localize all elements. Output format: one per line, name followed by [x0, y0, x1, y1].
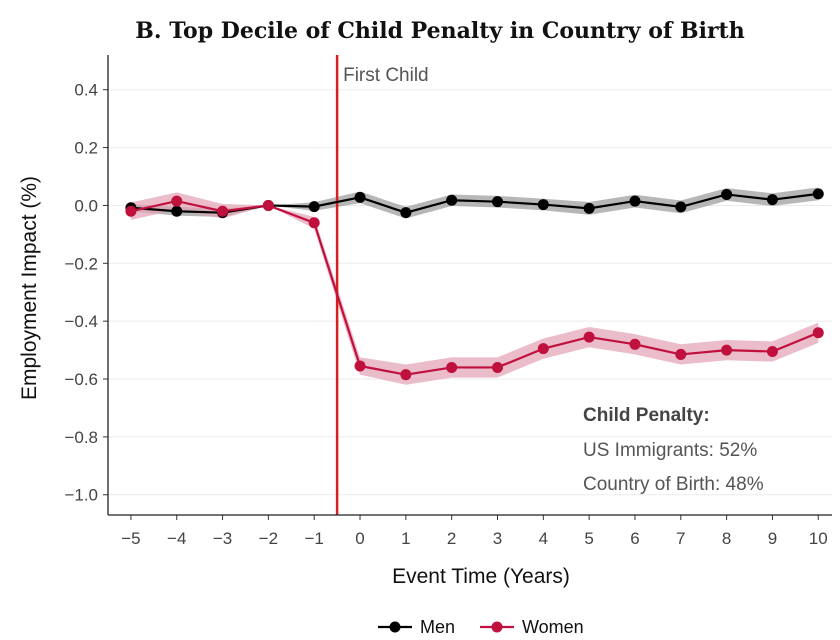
data-point-men: [583, 202, 595, 214]
data-point-men: [675, 201, 687, 213]
x-tick-label: 1: [401, 529, 410, 548]
x-tick-label: −5: [121, 529, 140, 548]
x-tick-label: 7: [676, 529, 685, 548]
data-point-men: [537, 199, 549, 211]
y-axis-title: Employment Impact (%): [18, 176, 41, 400]
x-tick-label: −1: [305, 529, 324, 548]
confidence-bands: [130, 187, 819, 385]
series-line-women: [130, 199, 819, 376]
data-point-men: [629, 195, 641, 207]
ci-band-women: [130, 192, 819, 385]
axes: 0.4 0.2 0.0 −0.2 −0.4 −0.6 −0.8 −1.0 −5 −4 −3 −2 −1 0…: [64, 55, 832, 548]
data-point-men: [308, 201, 320, 213]
x-tick-label: 3: [493, 529, 502, 548]
x-tick-label: −2: [259, 529, 278, 548]
data-point-women: [812, 327, 824, 339]
y-tick-label: 0.0: [74, 196, 98, 215]
data-point-men: [446, 194, 458, 206]
y-tick-label: −0.6: [64, 370, 98, 389]
data-point-men: [812, 188, 824, 200]
data-point-women: [721, 344, 733, 356]
data-point-women: [262, 199, 274, 211]
data-point-men: [491, 196, 503, 208]
x-tick-label: −4: [167, 529, 186, 548]
data-point-women: [400, 369, 412, 381]
x-tick-label: 5: [584, 529, 593, 548]
annotation-line-1: US Immigrants: 52%: [583, 440, 757, 461]
data-point-men: [766, 194, 778, 206]
series-points: [125, 188, 824, 381]
first-child-marker: First Child: [335, 55, 429, 515]
y-tick-label: −0.2: [64, 254, 98, 273]
annotation-heading: Child Penalty:: [583, 405, 710, 426]
data-point-women: [125, 205, 137, 217]
legend-label-women: Women: [522, 617, 584, 637]
series-lines: [130, 192, 819, 376]
chart-title: B. Top Decile of Child Penalty in Countr…: [135, 18, 744, 44]
y-tick-label: −0.8: [64, 428, 98, 447]
first-child-label: First Child: [343, 65, 429, 86]
y-tick-label: −0.4: [64, 312, 98, 331]
data-point-women: [766, 346, 778, 358]
legend-marker-women: [491, 621, 503, 633]
data-point-men: [400, 207, 412, 219]
data-point-men: [171, 205, 183, 217]
x-tick-label: 8: [722, 529, 731, 548]
data-point-women: [354, 360, 366, 372]
x-tick-label: 10: [809, 529, 828, 548]
x-tick-label: 2: [447, 529, 456, 548]
grid: [108, 89, 832, 496]
x-tick-label: 6: [630, 529, 639, 548]
data-point-men: [721, 188, 733, 200]
y-tick-label: −1.0: [64, 486, 98, 505]
data-point-women: [537, 343, 549, 355]
legend-marker-men: [389, 621, 401, 633]
data-point-women: [491, 361, 503, 373]
data-point-women: [308, 217, 320, 229]
y-tick-label: 0.2: [74, 139, 98, 158]
ci-band-men: [130, 187, 819, 219]
data-point-women: [675, 348, 687, 360]
data-point-women: [171, 195, 183, 207]
data-point-women: [217, 205, 229, 217]
data-point-women: [583, 331, 595, 343]
data-point-men: [354, 191, 366, 203]
x-tick-label: 0: [355, 529, 364, 548]
legend-label-men: Men: [420, 617, 455, 637]
annotation-line-2: Country of Birth: 48%: [583, 474, 764, 495]
x-tick-label: −3: [213, 529, 232, 548]
x-tick-label: 9: [768, 529, 777, 548]
data-point-women: [629, 338, 641, 350]
x-tick-label: 4: [539, 529, 548, 548]
data-point-women: [446, 361, 458, 373]
legend: Men Women: [378, 617, 584, 637]
y-tick-label: 0.4: [74, 81, 98, 100]
x-axis-title: Event Time (Years): [392, 565, 570, 588]
